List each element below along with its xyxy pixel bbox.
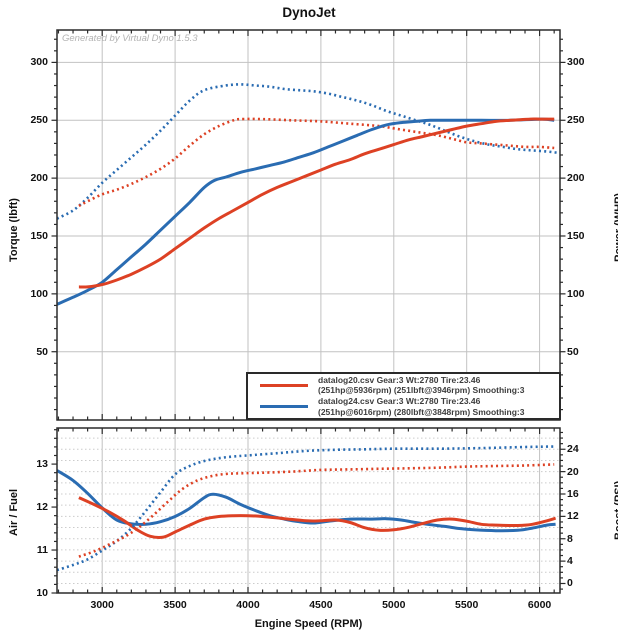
y-tick-label-right: 300	[567, 56, 585, 69]
legend-line-2: (251hp@5936rpm) (251lbft@3946rpm) Smooth…	[318, 385, 525, 396]
x-tick-label: 5500	[455, 599, 479, 611]
y-tick-label-left: 100	[30, 287, 48, 300]
x-tick-label: 5000	[382, 599, 406, 611]
series-datalog20-boost-psi-	[78, 463, 555, 558]
y-tick-label-left: 250	[30, 114, 48, 127]
chart-0	[51, 29, 566, 421]
y-tick-label-right: 0	[567, 577, 573, 590]
y-tick-label-right: 12	[567, 510, 579, 523]
legend-swatch-red	[260, 383, 308, 387]
y-tick-label-right: 20	[567, 465, 579, 478]
legend-swatch-blue	[260, 405, 308, 409]
plot-border	[56, 427, 561, 594]
legend-entry: datalog20.csv Gear:3 Wt:2780 Tire:23.46(…	[248, 375, 559, 396]
series-datalog24-boost-psi-	[56, 445, 555, 572]
legend-line-1: datalog20.csv Gear:3 Wt:2780 Tire:23.46	[318, 374, 481, 385]
rpm-axis-title: Engine Speed (RPM)	[254, 618, 363, 630]
series-datalog24-power-whp-	[56, 117, 555, 306]
y-tick-label-left: 150	[30, 229, 48, 242]
y-tick-label-left: 300	[30, 56, 48, 69]
legend-entry-text: datalog20.csv Gear:3 Wt:2780 Tire:23.46(…	[318, 375, 524, 396]
series-datalog20-power-whp-	[78, 117, 555, 289]
legend-line-1: datalog24.csv Gear:3 Wt:2780 Tire:23.46	[318, 396, 481, 407]
legend-line-2: (251hp@6016rpm) (280lbft@3848rpm) Smooth…	[318, 406, 525, 417]
y-tick-label-left: 200	[30, 172, 48, 185]
x-tick-label: 4000	[236, 599, 260, 611]
y-tick-label-right: 16	[567, 488, 579, 500]
legend: datalog20.csv Gear:3 Wt:2780 Tire:23.46(…	[246, 372, 561, 420]
series-datalog20-air-fuel	[78, 496, 557, 539]
y-tick-label-right: 24	[567, 443, 579, 456]
y-tick-label-left: 10	[36, 587, 48, 599]
y-tick-label-right: 150	[567, 229, 585, 242]
y-tick-label-left: 13	[36, 458, 48, 471]
x-tick-label: 3500	[163, 599, 187, 611]
watermark: Generated by Virtual Dyno 1.5.3	[62, 33, 198, 44]
plot-border	[56, 29, 561, 421]
y-tick-label-right: 100	[567, 287, 585, 300]
y-tick-label-left: 11	[36, 544, 48, 557]
y-tick-label-left: 12	[36, 501, 48, 514]
y-tick-label-right: 50	[567, 345, 579, 358]
legend-entry: datalog24.csv Gear:3 Wt:2780 Tire:23.46(…	[248, 396, 559, 417]
legend-entry-text: datalog24.csv Gear:3 Wt:2780 Tire:23.46(…	[318, 396, 524, 417]
chart-title: DynoJet	[282, 5, 336, 20]
y-tick-label-right: 200	[567, 172, 585, 185]
y-tick-label-right: 8	[567, 532, 573, 545]
series-datalog20-torque-lbft-	[78, 117, 555, 208]
series-datalog24-torque-lbft-	[56, 83, 558, 220]
x-tick-label: 4500	[309, 599, 333, 611]
y-tick-label-left: 50	[36, 345, 48, 358]
chart-1	[51, 427, 566, 594]
power-axis-title: Power (WHP)	[613, 192, 618, 262]
x-tick-label: 3000	[90, 599, 114, 611]
boost-axis-title: Boost (PSI)	[613, 480, 618, 540]
y-tick-label-right: 250	[567, 114, 585, 127]
x-tick-label: 6000	[527, 599, 552, 611]
y-tick-label-right: 4	[567, 555, 573, 568]
